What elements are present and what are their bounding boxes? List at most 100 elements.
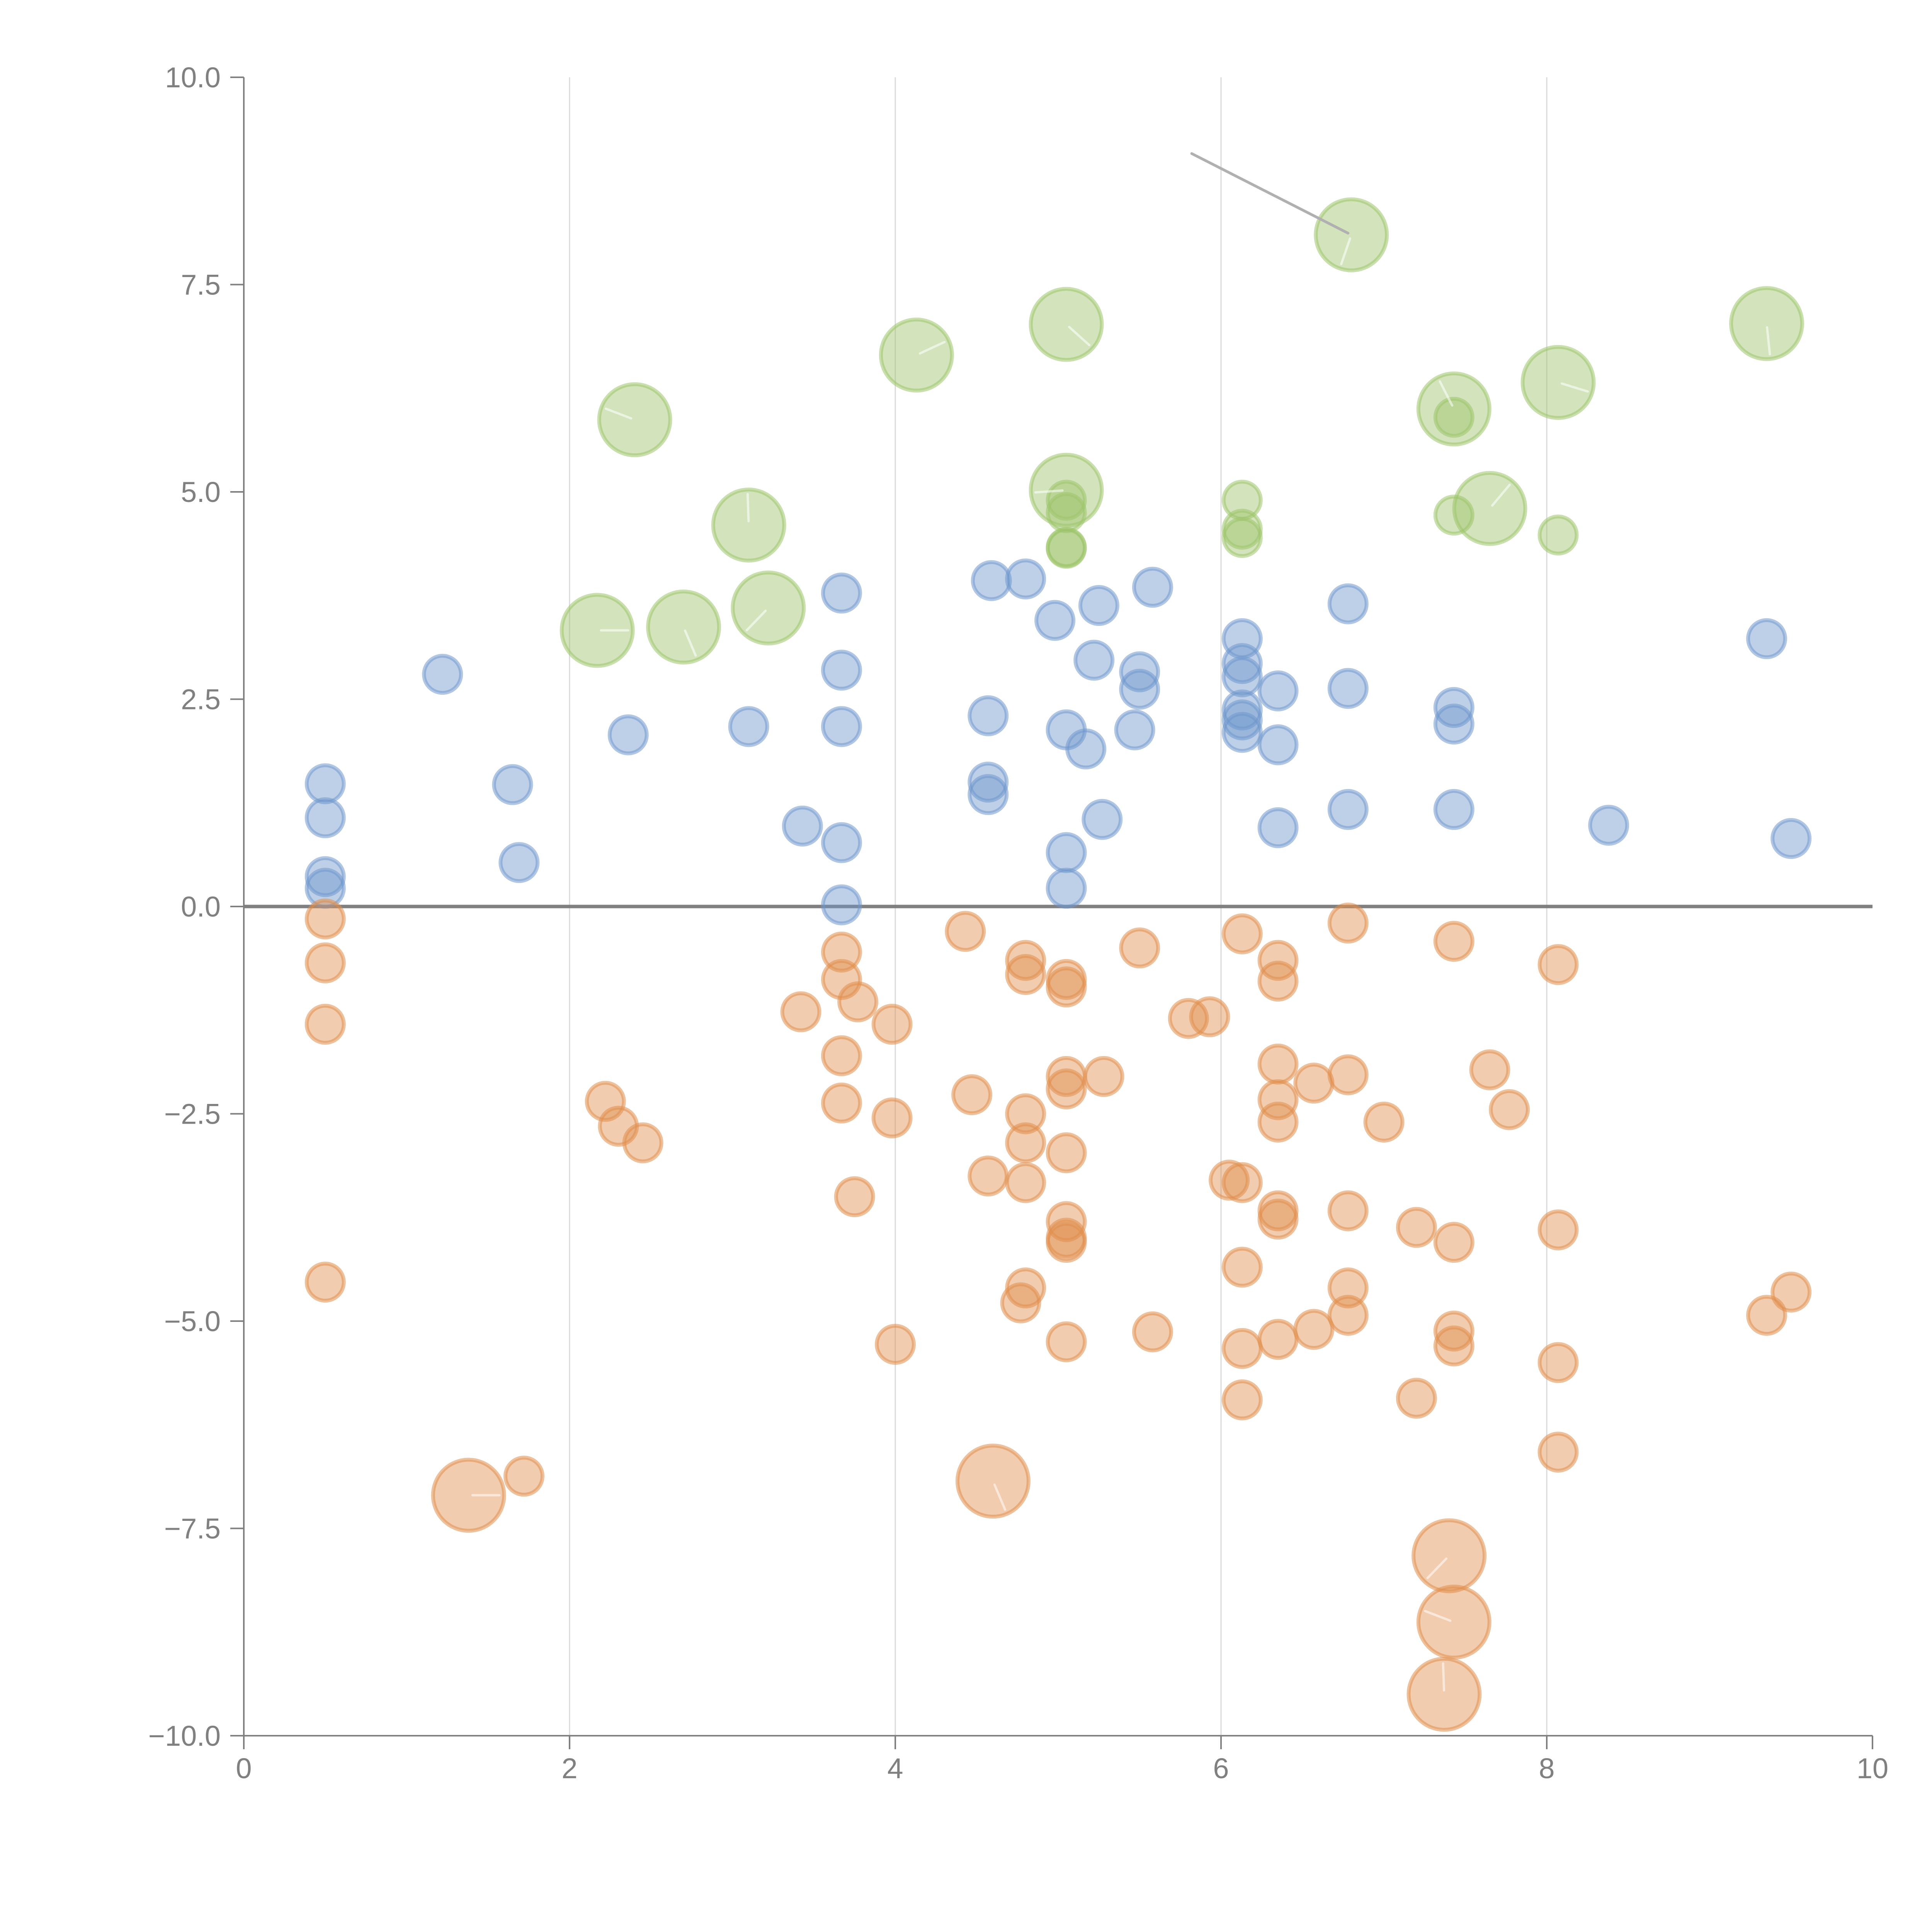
bubble-green	[731, 570, 806, 646]
bubble-blue	[492, 764, 533, 805]
y-tick-label: −7.5	[164, 1513, 221, 1545]
x-tick-label: 8	[1539, 1752, 1554, 1784]
bubble-orange	[1046, 1222, 1087, 1263]
label-leader-line	[993, 1483, 1007, 1511]
bubble-orange	[1221, 1379, 1263, 1420]
bubble-blue	[1078, 585, 1119, 626]
bubble-orange	[1327, 1190, 1369, 1231]
label-leader-line	[1491, 483, 1511, 507]
bubble-orange	[503, 1456, 544, 1497]
bubble-orange	[1005, 1122, 1046, 1163]
bubble-blue	[968, 695, 1009, 736]
bubble-orange	[837, 981, 879, 1022]
y-tick-label: −10.0	[148, 1720, 221, 1752]
bubble-blue	[304, 856, 346, 897]
bubble-orange	[1189, 996, 1230, 1037]
bubble-orange	[1257, 1043, 1299, 1085]
bubble-blue	[1046, 867, 1087, 909]
bubble-blue	[968, 762, 1009, 803]
bubble-orange	[834, 1176, 875, 1218]
bubble-blue	[1132, 566, 1173, 608]
bubble-blue	[1770, 818, 1812, 859]
bubble-green	[597, 382, 672, 457]
bubbles	[304, 197, 1812, 1732]
bubble-orange	[1537, 944, 1579, 985]
bubble-blue	[1221, 643, 1263, 684]
label-leader-line	[918, 341, 946, 355]
y-tick-label: 5.0	[181, 476, 221, 508]
label-leader-line	[1034, 489, 1064, 494]
bubble-orange	[955, 1444, 1031, 1519]
bubble-orange	[821, 1082, 862, 1124]
bubble-orange	[871, 1003, 913, 1045]
bubble-orange	[1327, 902, 1369, 944]
bubble-blue	[304, 763, 346, 804]
bubble-orange	[1257, 1199, 1299, 1240]
bubble-orange	[1257, 940, 1299, 981]
bubble-green	[1029, 287, 1104, 362]
bubble-orange	[1221, 1162, 1263, 1203]
label-leader-line	[1766, 326, 1771, 355]
label-leader-line	[1442, 1662, 1446, 1692]
x-tick-label: 6	[1213, 1752, 1229, 1784]
bubble-orange	[1257, 1101, 1299, 1143]
bubble-green	[1433, 396, 1475, 438]
y-tick-label: 10.0	[165, 61, 221, 94]
bubble-orange	[304, 942, 346, 983]
bubble-blue	[1114, 709, 1155, 750]
label-leader-line	[1424, 1610, 1452, 1622]
bubble-blue	[1073, 639, 1115, 681]
y-tick-label: 2.5	[181, 684, 221, 716]
axes: 0 2 4 6 8 10 −10.0 −7.5 −5.0 −2.5 0.0 2.5 5.0 7.5 10.0	[148, 61, 1888, 1784]
bubble-orange	[1433, 1310, 1475, 1352]
bubble-orange	[1221, 1247, 1263, 1288]
bubble-green	[646, 589, 721, 665]
bubble-orange	[1469, 1049, 1510, 1090]
bubble-blue	[1746, 618, 1787, 659]
label-leader-line	[1439, 380, 1454, 407]
bubble-orange	[1257, 1319, 1299, 1360]
bubble-orange	[1363, 1101, 1405, 1143]
x-tick-label: 2	[561, 1752, 577, 1784]
bubble-blue	[1221, 712, 1263, 753]
bubble-orange	[1046, 1201, 1087, 1242]
bubble-orange	[1000, 1282, 1041, 1323]
bubble-orange	[945, 911, 986, 952]
bubble-orange	[1433, 1325, 1475, 1367]
bubble-orange	[1257, 1079, 1299, 1121]
bubble-blue	[821, 706, 862, 747]
bubble-green	[1433, 495, 1475, 536]
bubble-blue	[782, 805, 823, 847]
bubble-green	[1729, 286, 1804, 361]
bubble-green	[1046, 527, 1087, 569]
bubble-orange	[875, 1324, 916, 1365]
bubble-orange	[1537, 1342, 1579, 1383]
bubble-orange	[1327, 1054, 1369, 1095]
bubble-blue	[304, 867, 346, 909]
bubble-blue	[821, 884, 862, 925]
bubble-green	[879, 317, 954, 393]
y-tick-label: 7.5	[181, 269, 221, 301]
bubble-orange	[1005, 954, 1046, 995]
bubble-green	[1520, 345, 1596, 420]
bubble-orange	[871, 1097, 913, 1139]
x-tick-label: 0	[236, 1752, 252, 1784]
annotation-leader-line	[1190, 152, 1350, 235]
bubble-orange	[1293, 1309, 1335, 1350]
bubble-blue	[1065, 728, 1107, 770]
bubble-orange	[1132, 1311, 1173, 1352]
series-green	[560, 197, 1804, 668]
bubble-orange	[1046, 966, 1087, 1008]
bubble-orange	[1489, 1089, 1530, 1130]
label-leader-line	[1068, 326, 1091, 347]
bubble-blue	[1588, 804, 1629, 846]
bubble-orange	[1209, 1160, 1250, 1201]
bubble-blue	[1433, 703, 1475, 745]
bubble-green	[711, 487, 786, 563]
bubble-blue	[821, 650, 862, 691]
bubble-orange	[1770, 1271, 1812, 1313]
bubble-orange	[1119, 927, 1160, 969]
bubble-blue	[1119, 668, 1160, 710]
bubble-orange	[1168, 998, 1209, 1039]
bubble-orange	[1293, 1063, 1335, 1104]
